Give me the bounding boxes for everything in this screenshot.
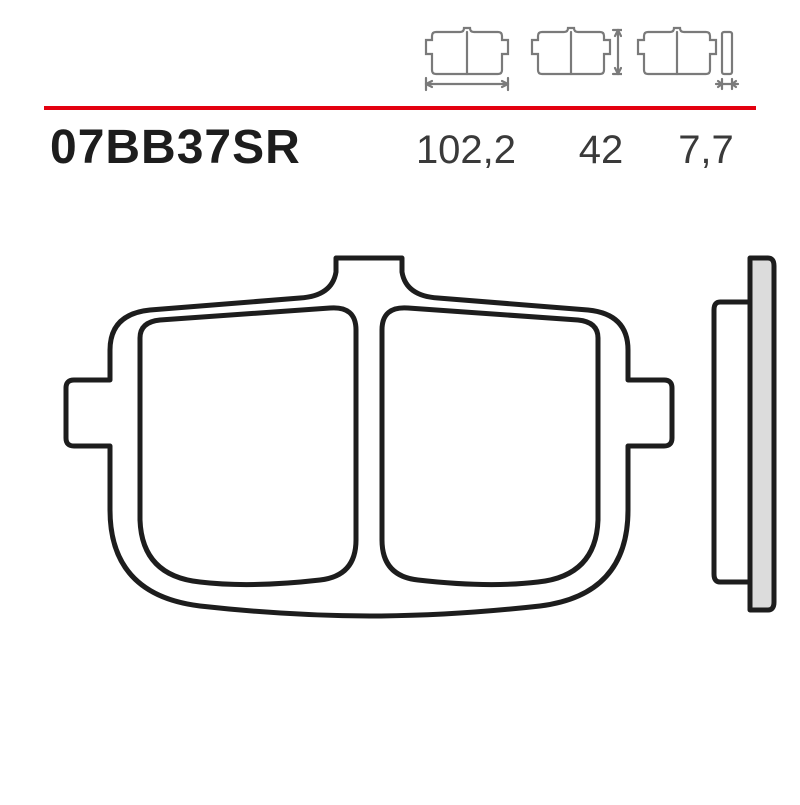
front-view <box>66 258 672 616</box>
width-value: 102,2 <box>386 128 546 173</box>
dimension-values: 102,2 42 7,7 <box>386 128 756 173</box>
thickness-value: 7,7 <box>656 128 756 173</box>
height-value: 42 <box>546 128 656 173</box>
red-divider <box>44 106 756 110</box>
thickness-dim-icon <box>636 26 746 92</box>
dimension-icon-row <box>420 26 746 92</box>
side-view <box>714 258 774 610</box>
part-number: 07BB37SR <box>50 120 301 175</box>
spec-row: 07BB37SR 102,2 42 7,7 <box>44 120 756 175</box>
height-dim-icon <box>528 26 622 92</box>
technical-drawing <box>0 250 800 800</box>
spec-card: 07BB37SR 102,2 42 7,7 <box>0 0 800 800</box>
width-dim-icon <box>420 26 514 92</box>
